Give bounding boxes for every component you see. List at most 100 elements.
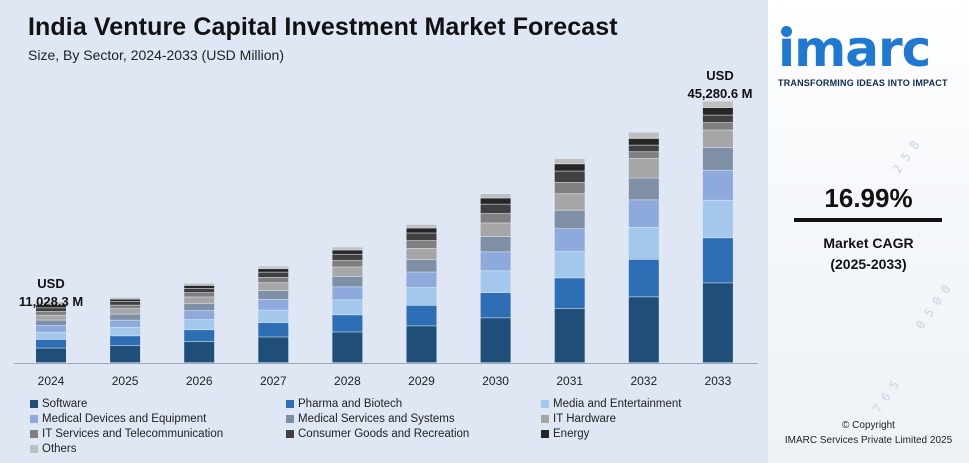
bar-segment-2029-6 [406, 248, 437, 260]
cagr-value: 16.99% [824, 183, 913, 213]
bar-segment-2025-10 [110, 297, 141, 299]
bar-segment-2027-1 [258, 337, 289, 363]
bar-segment-2026-4 [184, 310, 215, 320]
legend-label: IT Hardware [553, 413, 617, 425]
legend-item: IT Hardware [541, 413, 616, 425]
legend-swatch [30, 400, 38, 408]
bar-segment-2027-4 [258, 299, 289, 310]
legend-swatch [541, 400, 549, 408]
x-tick-label: 2029 [408, 374, 435, 388]
bar-segment-2027-6 [258, 283, 289, 291]
bar-segment-2031-8 [554, 171, 585, 183]
bar-segment-2028-9 [332, 250, 363, 254]
copyright-notice: © Copyright IMARC Services Private Limit… [768, 418, 969, 448]
brand-panel: 2 5 8 0 5 0 0 7 6 5 imarc TRANSFORMING I… [768, 0, 969, 463]
legend-item: Software [30, 398, 87, 410]
bar-segment-2028-2 [332, 315, 363, 332]
legend-label: Medical Services and Systems [298, 413, 455, 425]
bar-segment-2031-6 [554, 194, 585, 210]
legend-label: Medical Devices and Equipment [42, 413, 207, 425]
bar-segment-2030-5 [480, 236, 511, 252]
legend-swatch [286, 430, 294, 438]
imarc-logo[interactable]: imarc TRANSFORMING IDEAS INTO IMPACT [778, 24, 963, 88]
bar-segment-2033-6 [702, 130, 733, 148]
bar-segment-2033-10 [702, 101, 733, 108]
bar-segment-2024-7 [36, 311, 66, 315]
bar-segment-2024-3 [36, 332, 66, 340]
bar-segment-2033-3 [702, 200, 733, 238]
bar-segment-2033-9 [702, 107, 733, 115]
bar-segment-2029-3 [406, 287, 437, 306]
bar-segment-2025-3 [110, 327, 141, 336]
x-tick-label: 2024 [38, 374, 65, 388]
bar-segment-2029-2 [406, 305, 437, 326]
bar-segment-2024-4 [36, 325, 66, 332]
x-tick-label: 2031 [556, 374, 583, 388]
bar-segment-2032-8 [628, 145, 659, 152]
bar-segment-2030-8 [480, 204, 511, 214]
bar-segment-2028-1 [332, 332, 363, 363]
bar-segment-2033-2 [702, 238, 733, 283]
bar-segment-2029-4 [406, 272, 437, 288]
end-value-amount: 45,280.6 M [687, 86, 753, 101]
bar-segment-2025-1 [110, 345, 141, 363]
bar-segment-2031-9 [554, 164, 585, 171]
bar-segment-2024-5 [36, 320, 66, 326]
bar-segment-2030-9 [480, 198, 511, 204]
bar-segment-2025-2 [110, 336, 141, 346]
legend-swatch [541, 415, 549, 423]
legend-item: Medical Devices and Equipment [30, 413, 206, 425]
bar-segment-2025-9 [110, 299, 141, 302]
bar-segment-2028-10 [332, 247, 363, 250]
x-tick-label: 2025 [112, 374, 139, 388]
bar-segment-2033-1 [702, 283, 733, 363]
bar-segment-2028-3 [332, 300, 363, 315]
bar-segment-2029-9 [406, 228, 437, 233]
legend-swatch [541, 430, 549, 438]
bar-segment-2029-7 [406, 240, 437, 249]
legend-item: Others [30, 443, 77, 455]
bar-segment-2026-3 [184, 319, 215, 330]
bar-segment-2028-5 [332, 276, 363, 287]
legend-swatch [286, 400, 294, 408]
decor-digits: 7 6 5 [869, 378, 903, 416]
bar-segment-2033-5 [702, 147, 733, 170]
bar-segment-2024-2 [36, 339, 66, 348]
bar-segment-2028-8 [332, 254, 363, 261]
cagr-label: Market CAGR (2025-2033) [768, 233, 969, 275]
x-tick-label: 2033 [705, 374, 732, 388]
start-value-unit: USD [37, 276, 65, 291]
chart-title: India Venture Capital Investment Market … [28, 13, 618, 41]
decor-digits: 0 5 0 0 [913, 282, 954, 332]
bar-segment-2025-6 [110, 309, 141, 314]
bar-segment-2031-5 [554, 210, 585, 229]
logo-dot-icon [781, 26, 792, 37]
bar-segment-2033-4 [702, 170, 733, 200]
bar-segment-2024-9 [36, 305, 66, 308]
bar-segment-2030-4 [480, 252, 511, 271]
bar-segment-2027-3 [258, 310, 289, 323]
bar-segment-2024-6 [36, 315, 66, 320]
bar-segment-2030-2 [480, 292, 511, 318]
legend-label: Others [42, 443, 77, 455]
bar-segment-2032-7 [628, 152, 659, 159]
legend-item: Pharma and Biotech [286, 398, 402, 410]
bar-segment-2030-3 [480, 271, 511, 293]
bar-segment-2031-2 [554, 278, 585, 309]
bar-segment-2032-5 [628, 178, 659, 200]
bar-segment-2027-10 [258, 266, 289, 269]
legend-item: Consumer Goods and Recreation [286, 428, 469, 440]
legend-item: Energy [541, 428, 589, 440]
legend-item: Medical Services and Systems [286, 413, 455, 425]
x-tick-label: 2027 [260, 374, 287, 388]
start-value-amount: 11,028.3 M [18, 294, 84, 309]
x-tick-label: 2030 [482, 374, 509, 388]
bar-segment-2030-6 [480, 223, 511, 237]
bar-segment-2026-7 [184, 292, 215, 297]
copyright-line2: IMARC Services Private Limited 2025 [784, 435, 953, 446]
decor-digits: 2 5 8 [889, 138, 923, 176]
bar-segment-2030-1 [480, 318, 511, 363]
x-tick-label: 2028 [334, 374, 361, 388]
bar-segment-2033-7 [702, 122, 733, 130]
bar-segment-2026-1 [184, 341, 215, 363]
